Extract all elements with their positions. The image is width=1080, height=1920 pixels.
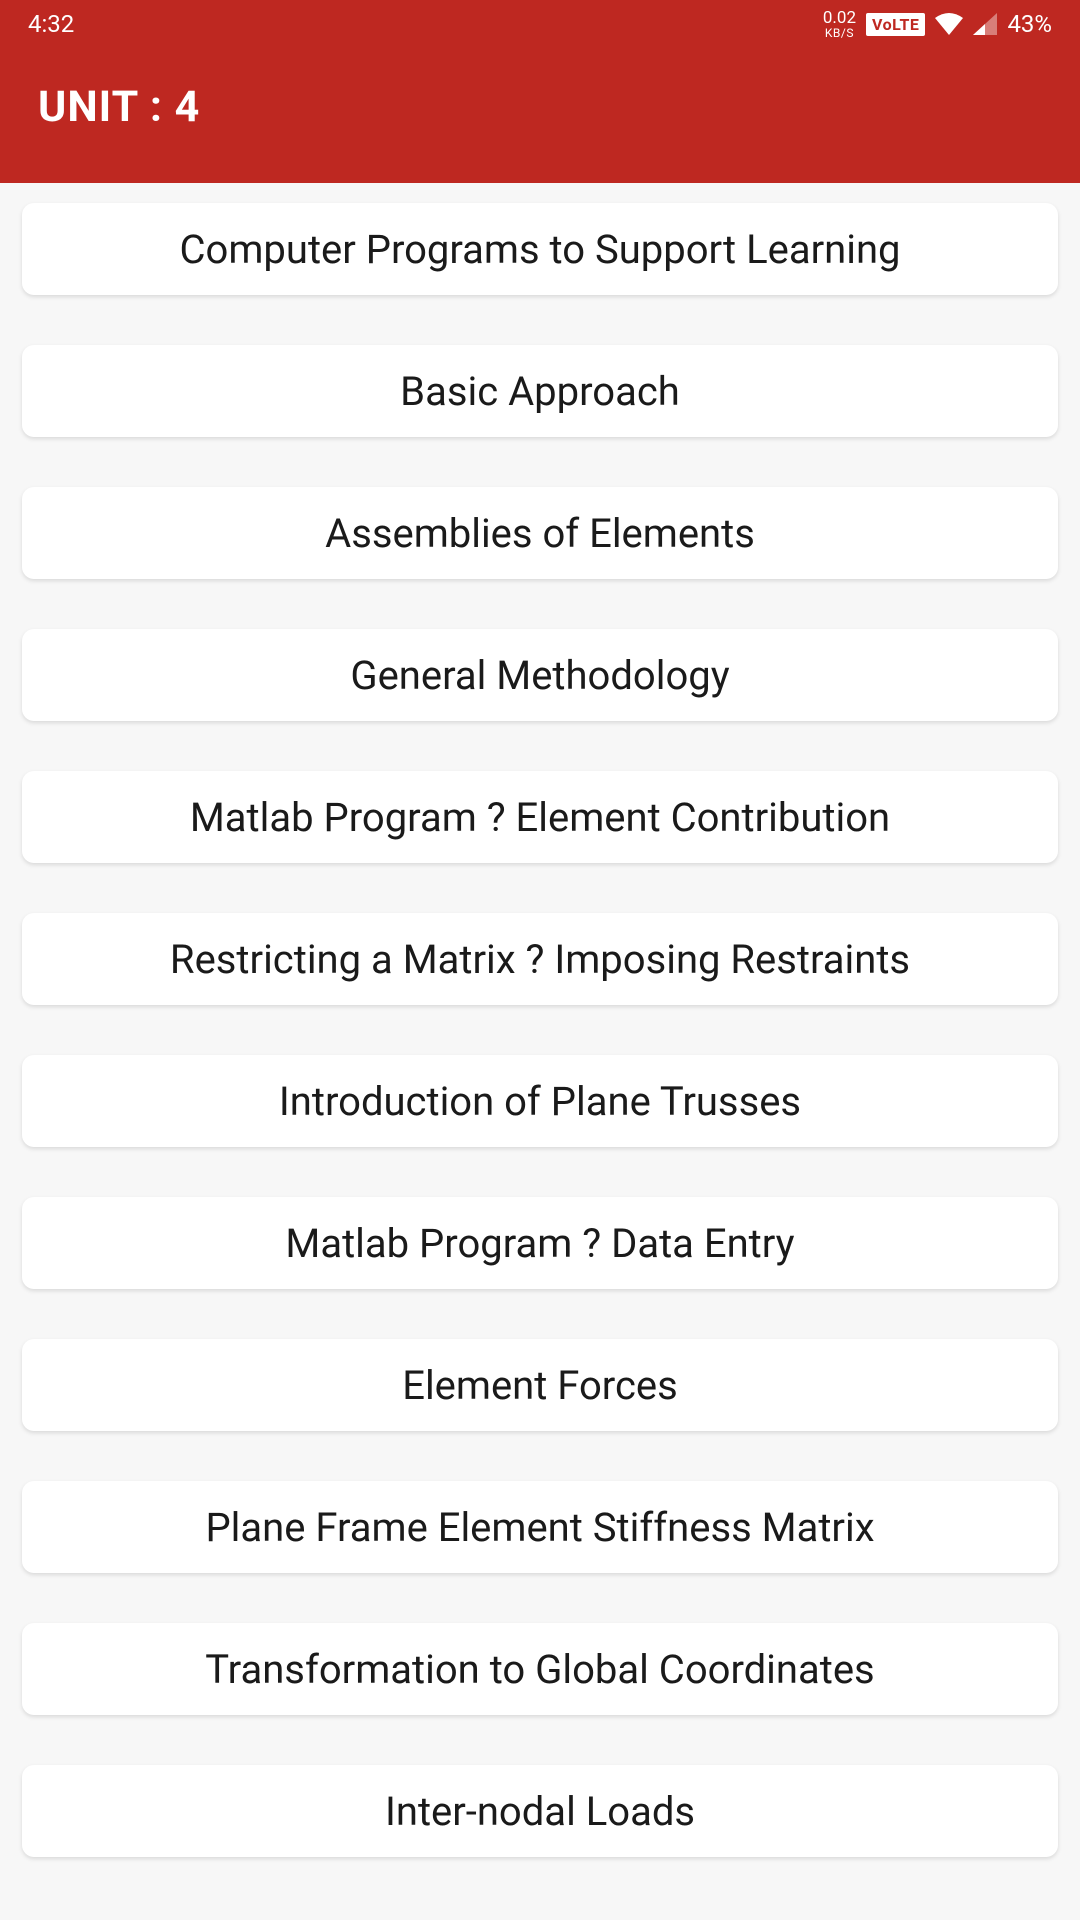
list-item-label: Matlab Program ? Element Contribution: [170, 794, 910, 841]
list-item-label: Computer Programs to Support Learning: [160, 226, 921, 273]
data-rate-unit: KB/S: [825, 27, 854, 39]
signal-icon: [973, 13, 997, 35]
status-bar: 4:32 0.02 KB/S VoLTE 43%: [0, 0, 1080, 48]
list-item[interactable]: Plane Frame Element Stiffness Matrix: [22, 1481, 1058, 1573]
list-item[interactable]: Element Forces: [22, 1339, 1058, 1431]
list-item[interactable]: Computer Programs to Support Learning: [22, 203, 1058, 295]
data-rate-value: 0.02: [823, 10, 856, 27]
list-item-label: Transformation to Global Coordinates: [185, 1646, 894, 1693]
list-item-label: Element Forces: [382, 1362, 698, 1409]
list-item-label: Inter-nodal Loads: [365, 1788, 715, 1835]
list-item-label: Restricting a Matrix ? Imposing Restrain…: [150, 936, 930, 983]
list-item[interactable]: Assemblies of Elements: [22, 487, 1058, 579]
list-item[interactable]: Basic Approach: [22, 345, 1058, 437]
volte-badge: VoLTE: [866, 13, 925, 36]
content-list: Computer Programs to Support Learning Ba…: [0, 183, 1080, 1877]
list-item-label: Matlab Program ? Data Entry: [265, 1220, 814, 1267]
page-title: UNIT : 4: [38, 82, 200, 132]
status-indicators: 0.02 KB/S VoLTE 43%: [823, 10, 1052, 39]
list-item-label: General Methodology: [330, 652, 749, 699]
list-item[interactable]: Inter-nodal Loads: [22, 1765, 1058, 1857]
list-item[interactable]: Matlab Program ? Element Contribution: [22, 771, 1058, 863]
list-item-label: Plane Frame Element Stiffness Matrix: [185, 1504, 894, 1551]
list-item[interactable]: Matlab Program ? Data Entry: [22, 1197, 1058, 1289]
list-item[interactable]: Restricting a Matrix ? Imposing Restrain…: [22, 913, 1058, 1005]
list-item-label: Introduction of Plane Trusses: [259, 1078, 821, 1125]
status-time: 4:32: [28, 10, 74, 38]
list-item-label: Assemblies of Elements: [305, 510, 775, 557]
app-header: UNIT : 4: [0, 48, 1080, 183]
wifi-icon: [935, 13, 963, 35]
list-item-label: Basic Approach: [380, 368, 700, 415]
list-item[interactable]: Transformation to Global Coordinates: [22, 1623, 1058, 1715]
battery-percentage: 43%: [1007, 10, 1052, 38]
data-rate-indicator: 0.02 KB/S: [823, 10, 856, 39]
list-item[interactable]: Introduction of Plane Trusses: [22, 1055, 1058, 1147]
list-item[interactable]: General Methodology: [22, 629, 1058, 721]
